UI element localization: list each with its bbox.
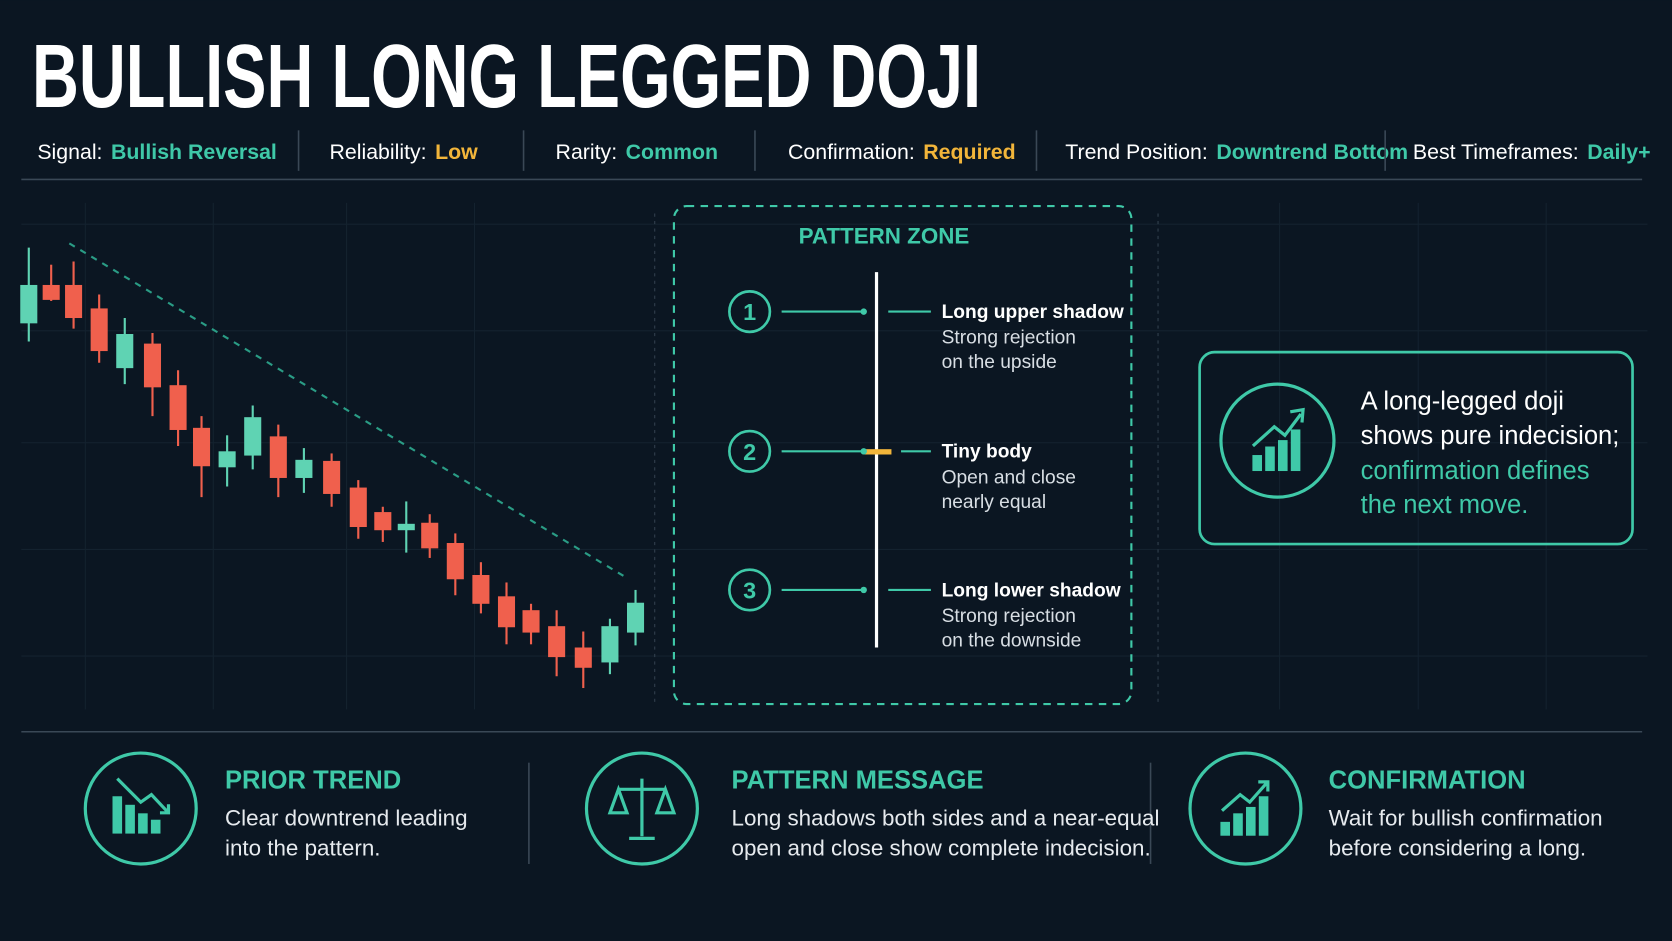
grid: [21, 202, 1648, 710]
card-line: open and close show complete indecision.: [732, 835, 1151, 860]
connector-dot: [860, 308, 867, 315]
card-line: Clear downtrend leading: [225, 806, 468, 831]
item-line: Open and close: [942, 467, 1076, 488]
stat-label: Signal:: [37, 140, 102, 164]
card-title: CONFIRMATION: [1329, 766, 1526, 794]
item-heading: Long upper shadow: [942, 302, 1124, 323]
number: 1: [743, 299, 756, 325]
stat: Rarity: Common: [556, 140, 718, 164]
pattern-zone-title: PATTERN ZONE: [799, 223, 970, 248]
stat: Confirmation: Required: [788, 140, 1016, 164]
stat: Reliability: Low: [329, 140, 478, 164]
card-line: Wait for bullish confirmation: [1329, 806, 1603, 831]
stat-value: Low: [435, 140, 478, 164]
number: 2: [743, 439, 756, 465]
stat-label: Trend Position:: [1065, 140, 1208, 164]
candles: [20, 247, 645, 689]
callout-box: [1198, 350, 1634, 546]
number-circle: [728, 429, 772, 473]
stat-value: Downtrend Bottom: [1216, 140, 1408, 164]
trend-line: [68, 242, 625, 577]
separators: [21, 130, 1643, 864]
card-line: into the pattern.: [225, 835, 381, 860]
stat-label: Reliability:: [329, 140, 426, 164]
callout-highlight: the next move.: [1361, 491, 1529, 519]
stat-value: Daily+: [1587, 140, 1650, 164]
callout-line: A long-legged doji: [1361, 388, 1564, 416]
connector-dot: [860, 448, 867, 455]
item-heading: Tiny body: [942, 442, 1033, 463]
callout-icon: [1219, 382, 1336, 499]
item-line: nearly equal: [942, 492, 1047, 513]
card-line: before considering a long.: [1329, 835, 1587, 860]
stat: Best Timeframes: Daily+: [1413, 140, 1651, 164]
number-circle: [728, 290, 772, 334]
stat-label: Rarity:: [556, 140, 618, 164]
card-title: PRIOR TREND: [225, 766, 401, 794]
card-title: PATTERN MESSAGE: [732, 766, 984, 794]
stats-row: Signal: Bullish Reversal Reliability: Low Ra…: [37, 140, 1650, 164]
stat: Signal: Bullish Reversal: [37, 140, 277, 164]
stat-value: Bullish Reversal: [111, 140, 277, 164]
card-icons: [83, 751, 1303, 866]
item-line: Strong rejection: [942, 606, 1076, 627]
cards: PRIOR TREND Clear downtrend leading into t…: [225, 766, 1603, 860]
title: BULLISH LONG LEGGED DOJI: [32, 26, 981, 126]
stat: Trend Position: Downtrend Bottom: [1065, 140, 1408, 164]
stat-value: Required: [923, 140, 1015, 164]
number: 3: [743, 577, 756, 603]
callout-line: shows pure indecision;: [1361, 422, 1620, 450]
item-line: Strong rejection: [942, 328, 1076, 349]
item-heading: Long lower shadow: [942, 580, 1121, 601]
connector-dot: [860, 586, 867, 594]
callout-highlight: confirmation defines: [1361, 457, 1590, 485]
item-line: on the upside: [942, 352, 1057, 373]
item-line: on the downside: [942, 630, 1082, 651]
callout-text: A long-legged doji shows pure indecision…: [1361, 388, 1620, 519]
stat-label: Confirmation:: [788, 140, 915, 164]
number-circle: [728, 568, 772, 612]
stat-label: Best Timeframes:: [1413, 140, 1579, 164]
doji-body: [862, 449, 892, 455]
pattern-items: 1 Long upper shadow Strong rejection on the…: [728, 290, 1124, 651]
card-line: Long shadows both sides and a near-equal: [732, 806, 1160, 831]
stat-value: Common: [626, 140, 718, 164]
